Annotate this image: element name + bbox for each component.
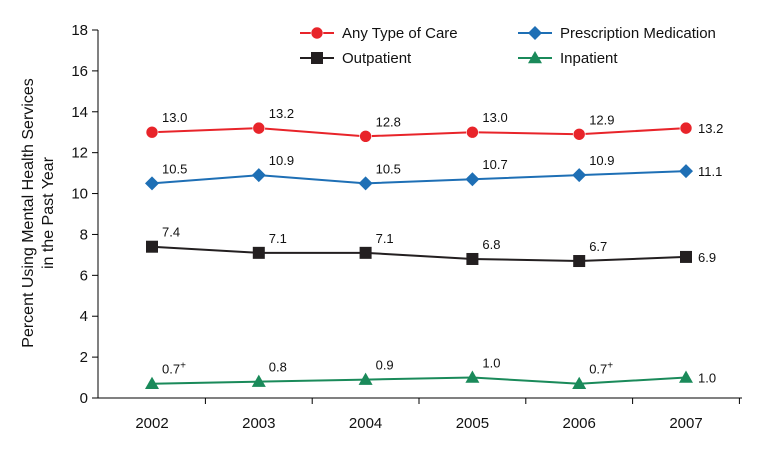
series-inpatient: 0.7+ 0.8 0.9 1.0 0.7+ 1.0 [145,356,716,389]
x-tick-label: 2005 [456,415,489,432]
data-label: 10.5 [162,161,187,176]
data-label: 13.0 [162,110,187,125]
series-outpatient: 7.4 7.1 7.1 6.8 6.7 6.9 [146,225,716,268]
data-point [572,376,587,389]
legend-item: Outpatient [300,50,412,67]
data-label: 7.4 [162,225,180,240]
axes: 0 2 4 6 8 10 12 14 16 18 2002 2003 2004 2005 2006 2007 [71,22,742,432]
data-label: 12.9 [589,112,614,127]
data-point [465,370,480,383]
data-point [572,127,586,141]
y-tick-label: 12 [71,145,88,162]
data-point [679,164,693,179]
y-tick-label: 18 [71,22,88,39]
data-point [466,252,479,265]
series-layer: 13.0 13.2 12.8 13.0 12.9 13.2 10.5 10.9 10.5 10.7… [145,106,723,389]
data-point [680,250,692,263]
data-point [145,176,159,191]
data-label: 10.5 [376,161,401,176]
y-tick-label: 14 [71,104,88,121]
data-point [359,130,372,143]
series-line [151,170,687,185]
series-prescription-medication: 10.5 10.9 10.5 10.7 10.9 11.1 [145,153,722,191]
legend-item: Inpatient [518,50,618,67]
y-tick-label: 10 [71,186,88,203]
series-line [151,127,687,138]
legend-marker [310,26,324,40]
series-line [151,245,687,263]
data-point [251,374,266,387]
data-label: 10.7 [482,157,507,172]
data-label: 10.9 [269,153,294,168]
series-line [151,376,687,385]
legend-label: Any Type of Care [342,25,458,42]
data-label: 6.8 [482,237,500,252]
legend-label: Inpatient [560,50,618,67]
y-axis-label: Percent Using Mental Health Services in … [20,78,57,347]
data-point [145,376,159,389]
y-axis-label-line-1: Percent Using Mental Health Services [20,78,37,347]
data-point [573,255,586,268]
data-point [572,168,587,183]
data-point [466,125,479,139]
y-tick-label: 2 [80,349,88,366]
data-label: 1.0 [482,356,500,371]
legend-label: Prescription Medication [560,25,716,42]
x-tick-label: 2002 [135,415,168,432]
data-label: 12.8 [376,114,401,129]
y-tick-label: 0 [80,390,88,407]
legend-marker [528,51,542,64]
data-label: 13.2 [269,106,294,121]
x-tick-label: 2003 [242,415,275,432]
legend-marker [528,26,542,40]
legend-item: Any Type of Care [300,25,458,42]
data-label: 6.9 [698,250,716,265]
data-point [252,246,265,259]
data-label: 13.0 [482,110,507,125]
data-point [679,121,693,135]
legend-marker [311,52,323,64]
data-point [251,168,266,183]
data-label: 6.7 [589,239,607,254]
x-tick-label: 2004 [349,415,382,432]
data-label: 7.1 [376,231,394,246]
data-point [358,372,373,385]
y-axis-label-line-2: in the Past Year [40,156,57,269]
data-label: 1.0 [698,371,716,386]
data-point [145,125,159,139]
data-label: 0.7+ [589,361,613,377]
data-label: 0.9 [376,358,394,373]
series-any-type-of-care: 13.0 13.2 12.8 13.0 12.9 13.2 [145,106,723,143]
data-label: 0.8 [269,360,287,375]
y-tick-label: 4 [80,308,88,325]
data-point [252,121,266,135]
legend-label: Outpatient [342,50,412,67]
data-point [359,246,372,259]
x-tick-label: 2006 [563,415,596,432]
x-tick-label: 2007 [669,415,702,432]
legend-item: Prescription Medication [518,25,716,42]
data-point [465,172,480,187]
legend: Any Type of Care Prescription Medication O… [300,25,716,67]
y-tick-label: 6 [80,267,88,284]
y-tick-label: 8 [80,226,88,243]
data-point [146,240,158,253]
data-label: 0.7+ [162,361,186,377]
data-label: 13.2 [698,121,723,136]
y-tick-label: 16 [71,63,88,80]
data-label: 11.1 [698,164,722,179]
data-point [358,176,373,191]
data-label: 10.9 [589,153,614,168]
data-point [679,370,693,383]
data-label: 7.1 [269,231,287,246]
